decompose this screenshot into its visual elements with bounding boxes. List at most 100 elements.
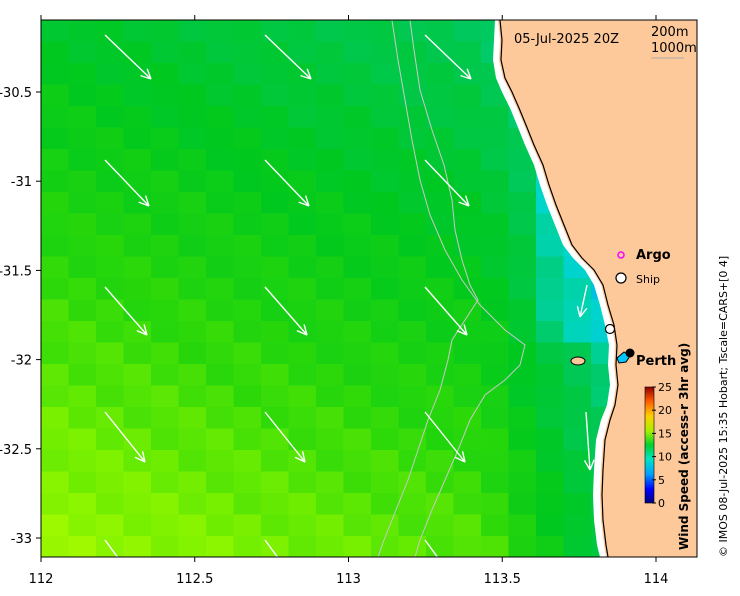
- wind-cell: [96, 299, 125, 322]
- wind-cell: [371, 514, 400, 537]
- wind-cell: [206, 213, 235, 236]
- wind-cell: [288, 41, 317, 64]
- wind-cell: [178, 514, 207, 537]
- wind-cell: [563, 536, 592, 557]
- wind-cell: [564, 558, 592, 580]
- wind-cell: [398, 213, 427, 236]
- wind-cell: [453, 213, 482, 236]
- wind-cell: [123, 149, 152, 172]
- wind-cell: [233, 364, 262, 387]
- wind-cell: [371, 407, 400, 430]
- wind-cell: [371, 41, 400, 64]
- wind-cell: [261, 364, 290, 387]
- wind-cell: [151, 321, 180, 344]
- wind-cell: [206, 471, 235, 494]
- wind-cell: [178, 342, 207, 365]
- wind-cell: [343, 450, 372, 473]
- wind-cell: [398, 299, 427, 322]
- wind-cell: [41, 385, 70, 408]
- wind-cell: [178, 127, 207, 150]
- wind-cell: [123, 106, 152, 129]
- wind-cell: [316, 536, 345, 557]
- wind-cell: [371, 192, 400, 215]
- wind-cell: [426, 41, 455, 64]
- wind-cell: [206, 407, 235, 430]
- wind-cell: [481, 364, 510, 387]
- wind-cell: [481, 471, 510, 494]
- wind-arrow: [104, 411, 146, 463]
- wind-cell: [41, 493, 70, 516]
- contour-label-200m: 200m: [651, 25, 688, 40]
- wind-cell: [371, 106, 400, 129]
- wind-cell: [398, 493, 427, 516]
- wind-cell: [398, 20, 427, 43]
- wind-cell: [41, 235, 70, 258]
- wind-cell: [508, 428, 537, 451]
- wind-cell: [536, 235, 565, 258]
- wind-cell: [288, 106, 317, 129]
- wind-cell: [41, 364, 70, 387]
- wind-cell: [123, 364, 152, 387]
- wind-cell: [426, 342, 455, 365]
- wind-cell: [481, 493, 510, 516]
- wind-cell: [426, 514, 455, 537]
- wind-cell: [41, 428, 70, 451]
- wind-cell: [508, 536, 537, 557]
- wind-cell: [96, 41, 125, 64]
- wind-cell: [536, 321, 565, 344]
- wind-cell: [41, 63, 70, 86]
- wind-cell: [96, 514, 125, 537]
- wind-cell: [123, 514, 152, 537]
- wind-cell: [398, 428, 427, 451]
- wind-cell: [426, 407, 455, 430]
- wind-cell: [178, 407, 207, 430]
- wind-cell: [343, 536, 372, 557]
- wind-cell: [453, 256, 482, 279]
- wind-cell: [316, 299, 345, 322]
- wind-cell: [233, 278, 262, 301]
- wind-cell: [206, 256, 235, 279]
- wind-cell: [233, 385, 262, 408]
- wind-cell: [536, 342, 565, 365]
- wind-cell: [96, 149, 125, 172]
- wind-cell: [453, 127, 482, 150]
- wind-cell: [261, 450, 290, 473]
- wind-cell: [68, 170, 97, 193]
- x-tick-label: 114: [644, 572, 669, 587]
- wind-arrow: [424, 411, 466, 463]
- wind-cell: [371, 493, 400, 516]
- wind-cell: [123, 299, 152, 322]
- wind-cell: [233, 192, 262, 215]
- wind-cell: [41, 84, 70, 107]
- wind-cell: [481, 106, 510, 129]
- wind-cell: [316, 493, 345, 516]
- wind-cell: [343, 170, 372, 193]
- wind-cell: [151, 127, 180, 150]
- wind-cell: [68, 299, 97, 322]
- wind-cell: [398, 41, 427, 64]
- wind-arrow: [264, 411, 306, 463]
- wind-cell: [233, 213, 262, 236]
- wind-cell: [41, 514, 70, 537]
- colorbar: [644, 386, 655, 504]
- wind-cell: [453, 170, 482, 193]
- wind-cell: [41, 20, 70, 43]
- wind-arrow: [583, 411, 595, 471]
- wind-cell: [96, 450, 125, 473]
- wind-cell: [206, 321, 235, 344]
- wind-cell: [316, 213, 345, 236]
- wind-cell: [41, 256, 70, 279]
- wind-cell: [123, 493, 152, 516]
- wind-cell: [453, 278, 482, 301]
- y-tick-label: -32: [11, 354, 32, 369]
- wind-cell: [261, 428, 290, 451]
- wind-cell: [398, 278, 427, 301]
- wind-cell: [68, 149, 97, 172]
- wind-cell: [261, 321, 290, 344]
- wind-cell: [563, 385, 592, 408]
- wind-cell: [41, 149, 70, 172]
- wind-cell: [288, 213, 317, 236]
- wind-cell: [261, 84, 290, 107]
- wind-cell: [41, 471, 70, 494]
